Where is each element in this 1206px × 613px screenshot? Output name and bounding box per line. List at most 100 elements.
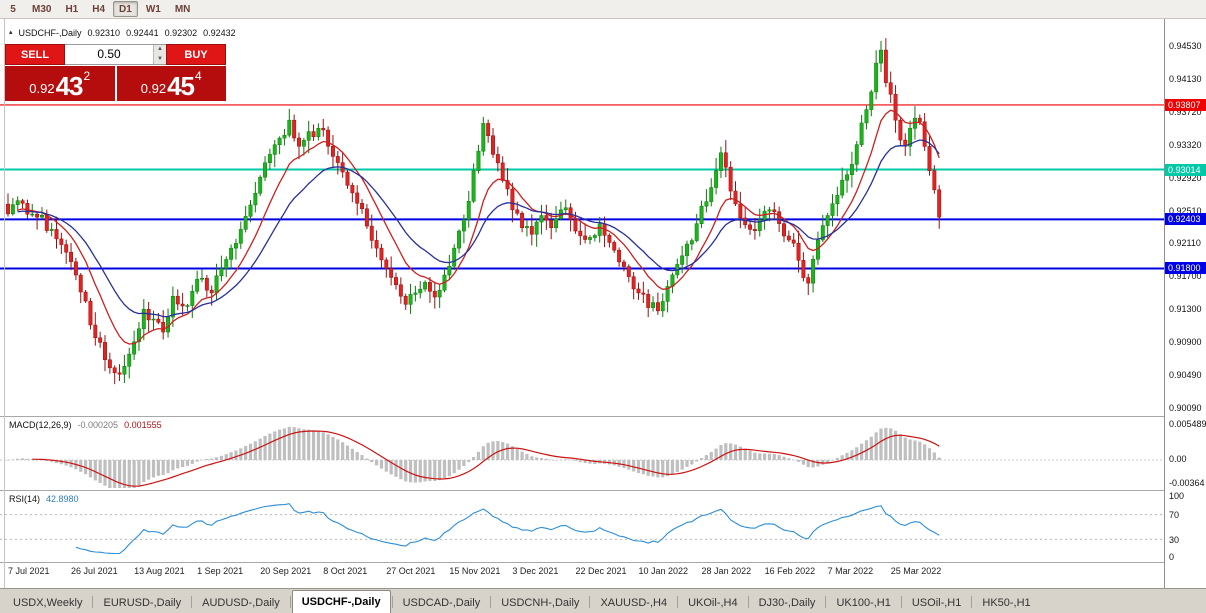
price-axis-label: 0.94130: [1169, 73, 1202, 84]
tab-separator: [971, 596, 973, 608]
volume-decrease-button[interactable]: ▼: [154, 54, 166, 64]
date-axis-label: 3 Dec 2021: [512, 566, 559, 576]
price-axis-label: 0.91300: [1169, 304, 1202, 315]
price-axis-label: 0.90090: [1169, 402, 1202, 413]
period-button-5[interactable]: 5: [10, 3, 16, 15]
chart-tab-dj30-daily[interactable]: DJ30-,Daily: [758, 597, 816, 609]
buy-price-tile[interactable]: 0.92 45 4: [116, 66, 226, 101]
price-axis-label: 0.90490: [1169, 370, 1202, 380]
level-price-tag: 0.93807: [1165, 98, 1206, 111]
date-axis-label: 7 Jul 2021: [8, 566, 50, 576]
chart-ohlc-header: ▴ USDCHF-,Daily 0.92310 0.92441 0.92302 …: [9, 28, 236, 38]
chart-left-border: [4, 19, 5, 588]
tab-separator: [490, 596, 492, 608]
level-price-tag: 0.92403: [1165, 213, 1206, 226]
price-axis-label: 0.94530: [1169, 41, 1202, 51]
macd-header: MACD(12,26,9) -0.000205 0.001555: [9, 420, 162, 430]
chart-tab-usdcnh-daily[interactable]: USDCNH-,Daily: [501, 597, 580, 609]
tab-separator: [391, 596, 393, 608]
tab-separator: [677, 596, 679, 608]
chart-tab-uk100-h1[interactable]: UK100-,H1: [836, 597, 891, 609]
sell-price-prefix: 0.92: [29, 81, 55, 96]
period-button-h4[interactable]: H4: [92, 3, 106, 15]
macd-axis-label: 0.005489: [1169, 419, 1206, 429]
tab-separator: [900, 596, 902, 608]
rsi-axis-label: 0: [1169, 552, 1175, 562]
tab-separator: [825, 596, 827, 608]
volume-control: 0.50 ▲ ▼: [65, 44, 166, 65]
tab-separator: [191, 596, 193, 608]
price-axis-label: 0.93720: [1169, 106, 1202, 117]
chart-tab-usoil-h1[interactable]: USOil-,H1: [911, 597, 962, 609]
period-button-mn[interactable]: MN: [174, 3, 191, 15]
macd-title: MACD(12,26,9): [9, 420, 72, 430]
date-axis-label: 28 Jan 2022: [701, 566, 752, 576]
date-axis-label: 26 Jul 2021: [71, 566, 118, 576]
timeframe-toolbar: 5 M30 H1 H4 D1 W1 MN: [0, 0, 1206, 19]
level-price-tag: 0.93014: [1165, 163, 1206, 176]
chart-tab-usdcad-daily[interactable]: USDCAD-,Daily: [402, 597, 481, 609]
macd-axis-label: -0.00364: [1169, 478, 1205, 488]
one-click-trading-panel: SELL 0.50 ▲ ▼ BUY 0.92 43 2 0.92 45 4: [5, 44, 226, 101]
buy-price-big-digits: 45: [167, 71, 195, 101]
price-axis-label: 0.93320: [1169, 139, 1202, 150]
date-axis-label: 13 Aug 2021: [134, 566, 185, 576]
buy-price-prefix: 0.92: [140, 81, 167, 96]
chart-tab-ukoil-h4[interactable]: UKOil-,H4: [688, 597, 738, 609]
rsi-header: RSI(14) 42.8980: [9, 494, 79, 504]
date-axis-label: 22 Dec 2021: [575, 566, 627, 576]
chart-shift-icon: ▴: [9, 29, 13, 36]
date-axis-label: 1 Sep 2021: [197, 566, 244, 576]
macd-main-value: -0.000205: [77, 420, 119, 430]
chart-tab-usdchf-daily[interactable]: USDCHF-,Daily: [291, 590, 391, 613]
tab-separator: [289, 596, 291, 608]
sell-price-big-digits: 43: [55, 71, 84, 101]
rsi-value: 42.8980: [46, 494, 79, 504]
rsi-axis-label: 70: [1169, 510, 1180, 520]
volume-spinner: ▲ ▼: [153, 45, 166, 64]
sell-price-pipette: 2: [83, 69, 91, 83]
date-axis-label: 25 Mar 2022: [890, 566, 942, 576]
sell-price-tile[interactable]: 0.92 43 2: [5, 66, 115, 101]
macd-signal-value: 0.001555: [124, 420, 162, 430]
buy-price-pipette: 4: [195, 69, 202, 83]
chart-tab-usdx-weekly[interactable]: USDX,Weekly: [13, 597, 83, 609]
date-axis-label: 15 Nov 2021: [449, 566, 501, 576]
chart-tab-xauusd-h4[interactable]: XAUUSD-,H4: [600, 597, 668, 609]
price-axis-label: 0.91700: [1169, 271, 1202, 282]
chart-symbol-label: USDCHF-,Daily: [18, 28, 82, 38]
chart-tab-audusd-daily[interactable]: AUDUSD-,Daily: [202, 597, 280, 609]
date-axis-label: 8 Oct 2021: [323, 566, 368, 576]
period-button-d1[interactable]: D1: [113, 1, 138, 17]
period-button-w1[interactable]: W1: [145, 3, 161, 15]
volume-increase-button[interactable]: ▲: [154, 45, 166, 55]
rsi-axis-label: 100: [1169, 491, 1185, 501]
price-axis-label: 0.92920: [1169, 172, 1202, 183]
period-button-m30[interactable]: M30: [32, 3, 52, 15]
buy-button[interactable]: BUY: [166, 44, 226, 65]
tab-separator: [92, 596, 94, 608]
date-axis-label: 20 Sep 2021: [260, 566, 312, 576]
volume-input[interactable]: 0.50: [97, 47, 121, 61]
tab-separator: [589, 596, 591, 608]
price-chart-canvas[interactable]: [0, 19, 1164, 588]
chart-tab-hk50-h1[interactable]: HK50-,H1: [982, 597, 1031, 609]
price-axis-label: 0.90900: [1169, 337, 1202, 348]
rsi-title: RSI(14): [9, 494, 41, 504]
ohlc-close-value: 0.92432: [203, 28, 236, 38]
tab-separator: [747, 596, 749, 608]
ohlc-open-value: 0.92310: [87, 28, 121, 38]
price-axis-label: 0.92110: [1169, 238, 1201, 249]
macd-axis-label: 0.00: [1169, 454, 1187, 464]
sell-button[interactable]: SELL: [5, 44, 65, 65]
price-axis-separator: [1164, 19, 1165, 588]
date-axis-label: 7 Mar 2022: [827, 566, 874, 576]
date-axis-label: 27 Oct 2021: [386, 566, 436, 576]
date-axis-label: 10 Jan 2022: [638, 566, 689, 576]
period-button-h1[interactable]: H1: [65, 3, 79, 15]
rsi-axis-label: 30: [1169, 535, 1180, 545]
ohlc-high-value: 0.92441: [126, 28, 159, 38]
chart-tab-eurusd-daily[interactable]: EURUSD-,Daily: [103, 597, 182, 609]
chart-tabs-bar: USDX,Weekly EURUSD-,Daily AUDUSD-,Daily USD…: [0, 588, 1206, 613]
